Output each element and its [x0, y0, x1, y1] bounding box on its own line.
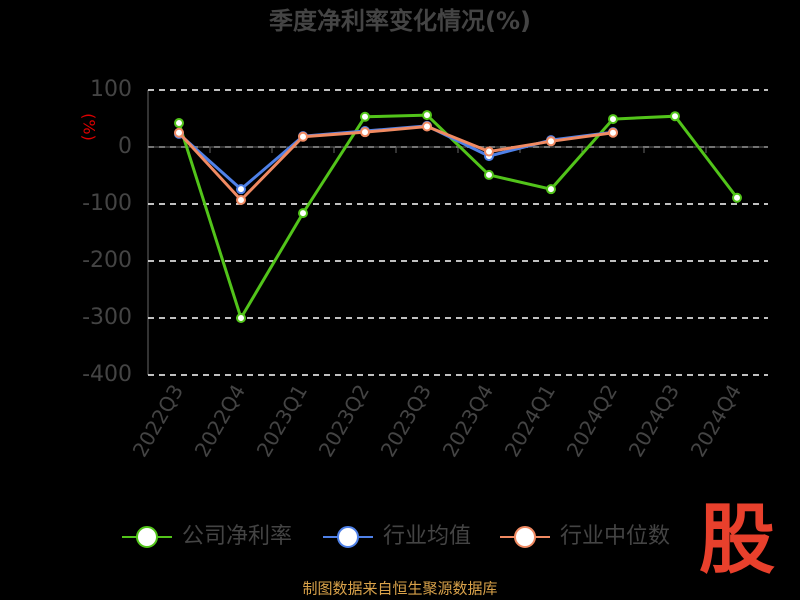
data-point [484, 146, 494, 157]
legend-marker [136, 526, 158, 548]
source-note: 制图数据来自恒生聚源数据库 [302, 580, 497, 598]
series-line [177, 113, 739, 322]
y-tick-label: -200 [82, 248, 132, 273]
legend-label: 行业中位数 [560, 524, 670, 549]
series-line [177, 124, 614, 203]
y-tick-label: -300 [82, 305, 132, 330]
data-point [732, 192, 742, 203]
data-point [174, 118, 184, 129]
y-tick-label: 100 [90, 77, 132, 102]
y-axis-label: (%) [80, 113, 99, 141]
y-tick-label: -400 [82, 362, 132, 387]
legend-label: 行业均值 [383, 524, 471, 549]
data-point [608, 127, 618, 138]
data-point [360, 127, 370, 138]
data-point [608, 114, 618, 125]
data-point [236, 184, 246, 195]
legend-marker [337, 526, 359, 548]
data-point [546, 136, 556, 147]
chart-title: 季度净利率变化情况(%) [269, 7, 531, 35]
data-point [484, 169, 494, 180]
data-point [546, 184, 556, 195]
data-point [670, 111, 680, 122]
legend-label: 公司净利率 [182, 524, 292, 549]
data-point [422, 121, 432, 132]
data-point [360, 111, 370, 122]
y-tick-label: 0 [118, 134, 132, 159]
data-point [236, 313, 246, 323]
data-point [422, 110, 432, 121]
legend-marker [514, 526, 536, 548]
data-point [174, 127, 184, 138]
y-tick-label: -100 [82, 191, 132, 216]
data-point [298, 208, 308, 219]
data-point [236, 195, 246, 206]
logo: 股 [699, 495, 775, 584]
data-point [298, 131, 308, 142]
